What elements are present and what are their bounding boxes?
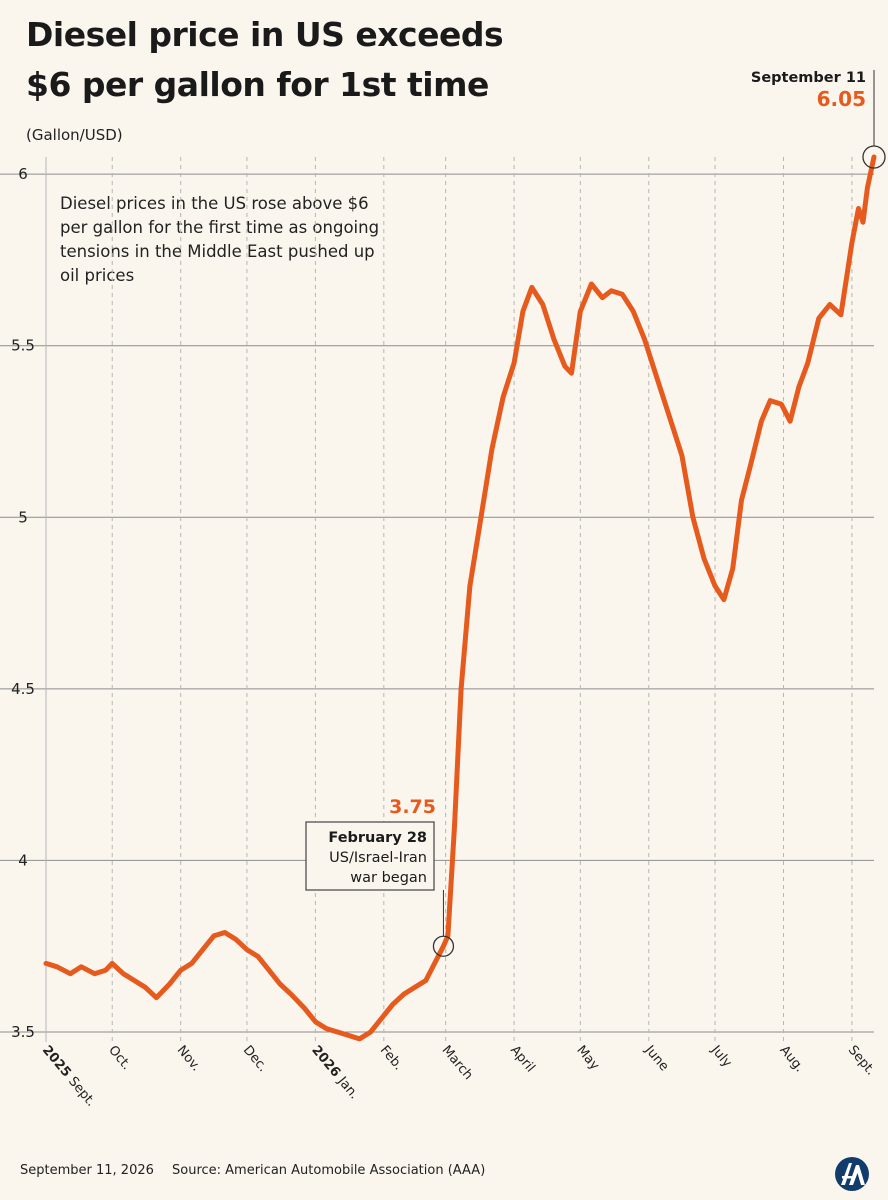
aa-logo-icon: [835, 1157, 869, 1191]
x-tick-label: April: [507, 1043, 538, 1075]
x-tick-month: May: [573, 1043, 602, 1073]
annotation-box: [305, 821, 435, 891]
x-tick-label: Feb.: [377, 1043, 406, 1073]
price-line: [43, 154, 877, 1042]
x-tick-label: 2025 Sept.: [39, 1043, 98, 1110]
x-tick-month: Sept.: [65, 1074, 98, 1109]
chart-annotation-text: Diesel prices in the US rose above $6 pe…: [60, 194, 380, 285]
x-tick-label: Oct.: [105, 1043, 134, 1073]
x-tick-label: Nov.: [174, 1043, 204, 1074]
y-tick-label: 6: [18, 165, 28, 183]
chart-title-line-2: $6 per gallon for 1st time: [26, 65, 489, 104]
annotation-note-line-2: war began: [350, 870, 427, 886]
x-tick-label: May: [573, 1043, 602, 1073]
annotation-note-line-1: US/Israel-Iran: [329, 850, 427, 866]
x-tick-month: Sept.: [845, 1043, 878, 1078]
x-tick-label: 2026 Jan.: [308, 1043, 361, 1102]
x-tick-label: June: [641, 1042, 671, 1074]
x-tick-month: Aug.: [776, 1043, 806, 1075]
y-tick-label: 5.5: [11, 337, 35, 355]
x-tick-month: April: [507, 1043, 538, 1075]
annotation-date-label: September 11: [751, 70, 866, 86]
y-tick-label: 4.5: [11, 680, 35, 698]
y-tick-label: 5: [18, 508, 28, 526]
x-tick-month: July: [707, 1042, 734, 1071]
annotation-date-label: February 28: [328, 830, 427, 846]
x-tick-label: March: [439, 1043, 476, 1083]
x-tick-label: Dec.: [240, 1043, 270, 1075]
chart-title: Diesel price in US exceeds $6 per gallon…: [26, 10, 504, 110]
chart-title-line-1: Diesel price in US exceeds: [26, 15, 504, 54]
x-tick-month: Oct.: [105, 1043, 134, 1073]
y-tick-label: 3.5: [11, 1023, 35, 1041]
annotation-value-label: 3.75: [389, 796, 436, 818]
y-axis-unit-label: (Gallon/USD): [26, 126, 123, 144]
footer-source: Source: American Automobile Association …: [172, 1163, 486, 1178]
x-tick-month: June: [641, 1042, 671, 1074]
x-tick-month: Dec.: [240, 1043, 270, 1075]
x-tick-label: Aug.: [776, 1043, 806, 1075]
x-tick-month: March: [439, 1043, 476, 1083]
y-tick-label: 4: [18, 851, 28, 869]
annotation-value-label: 6.05: [817, 87, 866, 111]
x-tick-label: July: [707, 1042, 734, 1071]
x-tick-month: Feb.: [377, 1043, 406, 1073]
x-tick-label: Sept.: [845, 1043, 878, 1078]
footer-date: September 11, 2026: [20, 1163, 154, 1178]
x-tick-month: Nov.: [174, 1043, 204, 1074]
